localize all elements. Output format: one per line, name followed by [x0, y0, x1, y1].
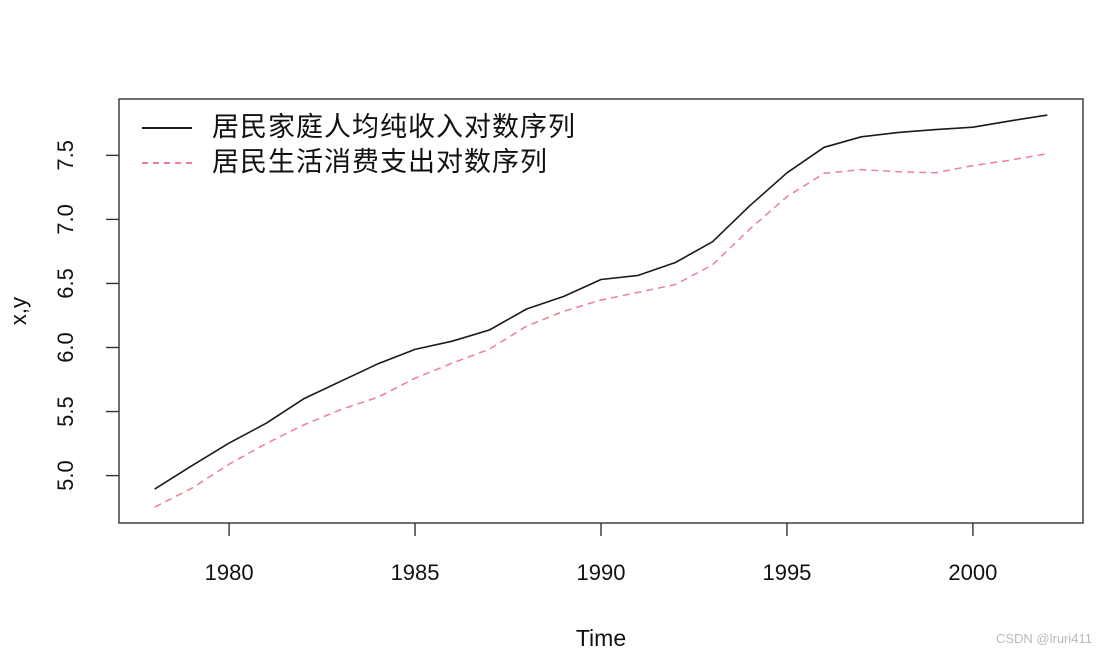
- series-line-1: [154, 152, 1048, 508]
- x-axis-title: Time: [576, 625, 626, 651]
- y-tick-label: 7.0: [53, 204, 78, 235]
- x-tick-label: 1980: [205, 560, 254, 585]
- x-tick-label: 1990: [577, 560, 626, 585]
- legend: 居民家庭人均纯收入对数序列 居民生活消费支出对数序列: [142, 110, 576, 180]
- y-tick-label: 5.5: [53, 396, 78, 427]
- legend-line-dashed-icon: [142, 161, 192, 164]
- legend-item-consumption: 居民生活消费支出对数序列: [142, 145, 576, 180]
- x-tick-label: 2000: [948, 560, 997, 585]
- x-tick-label: 1985: [391, 560, 440, 585]
- y-axis-title: x,y: [6, 297, 31, 325]
- y-tick-label: 7.5: [53, 140, 78, 171]
- legend-label-income: 居民家庭人均纯收入对数序列: [212, 112, 576, 142]
- y-tick-label: 6.0: [53, 332, 78, 363]
- watermark: CSDN @lruri411: [995, 631, 1092, 646]
- series-line-0: [154, 114, 1048, 490]
- x-tick-label: 1995: [762, 560, 811, 585]
- legend-item-income: 居民家庭人均纯收入对数序列: [142, 110, 576, 145]
- legend-line-solid-icon: [142, 126, 192, 129]
- y-tick-label: 6.5: [53, 268, 78, 299]
- y-tick-label: 5.0: [53, 460, 78, 491]
- legend-label-consumption: 居民生活消费支出对数序列: [212, 147, 548, 177]
